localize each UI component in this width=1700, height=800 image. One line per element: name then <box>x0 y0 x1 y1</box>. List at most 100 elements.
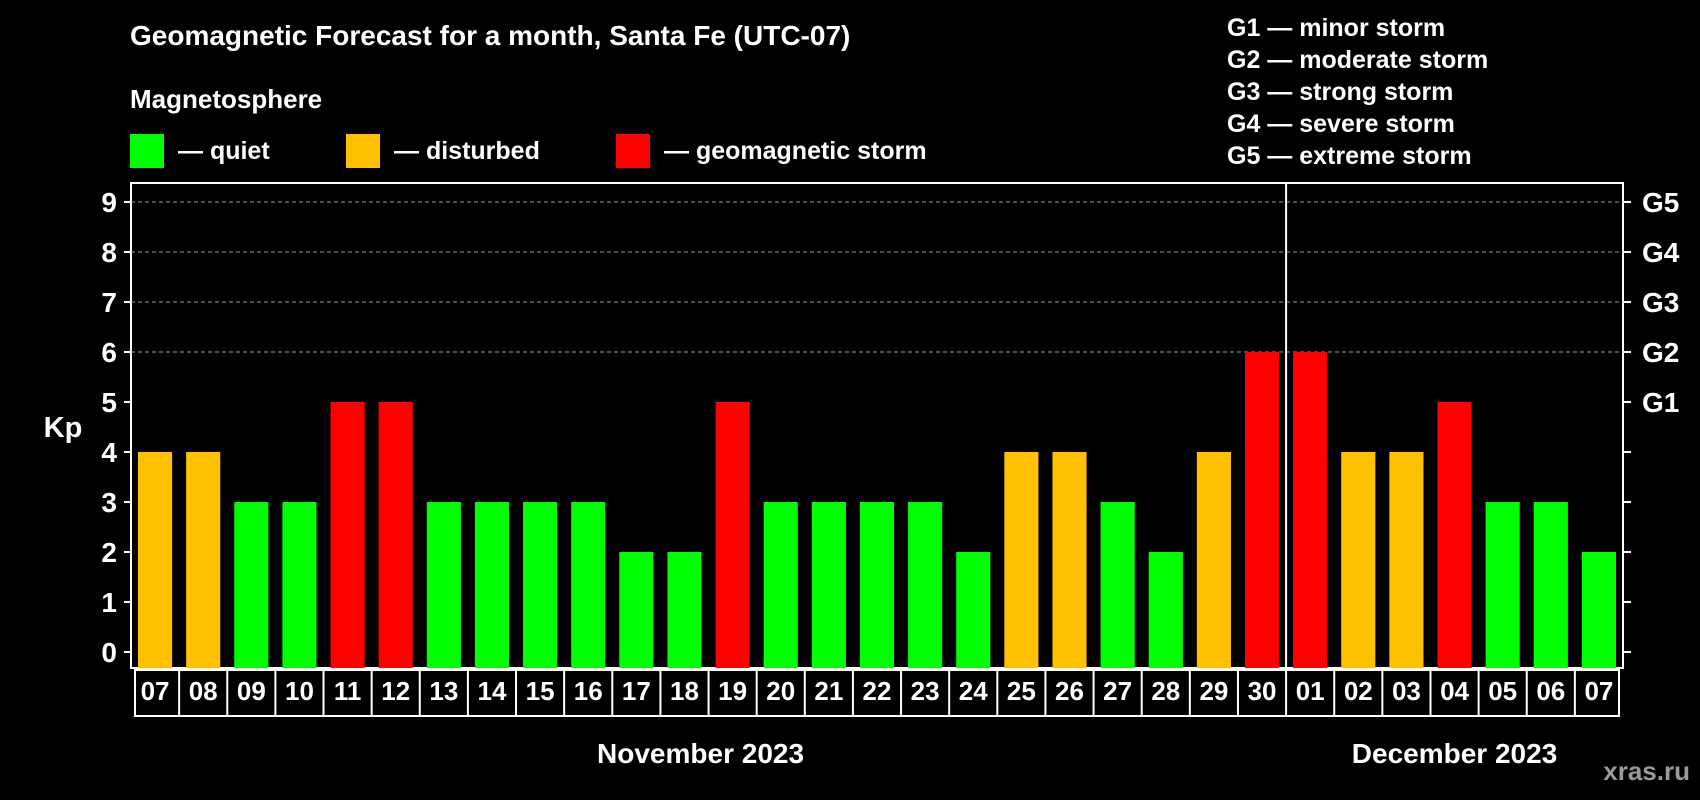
kp-bar <box>667 552 702 668</box>
y-tick-label: 3 <box>101 487 117 518</box>
kp-bar <box>282 502 317 668</box>
kp-bar <box>523 502 558 668</box>
kp-bar <box>811 502 846 668</box>
date-label: 08 <box>189 676 218 706</box>
y-tick-label: 0 <box>101 637 117 668</box>
kp-bar <box>1052 452 1087 668</box>
date-label: 01 <box>1296 676 1325 706</box>
date-label: 22 <box>863 676 892 706</box>
y-tick-label: 8 <box>101 237 117 268</box>
kp-bar <box>571 502 606 668</box>
y-tick-label: 9 <box>101 187 117 218</box>
storm-scale-g4: G4 — severe storm <box>1227 110 1455 138</box>
y-tick-label: 4 <box>101 437 117 468</box>
kp-bar <box>1533 502 1568 668</box>
right-axis-label: G3 <box>1642 287 1679 318</box>
date-label: 06 <box>1536 676 1565 706</box>
kp-bar <box>1437 402 1472 668</box>
y-axis-title: Kp <box>44 412 83 444</box>
date-label: 04 <box>1440 676 1469 706</box>
y-tick-label: 1 <box>101 587 117 618</box>
date-label: 17 <box>622 676 651 706</box>
right-axis-label: G4 <box>1642 237 1680 268</box>
kp-bar <box>763 502 798 668</box>
month-label: December 2023 <box>1352 738 1557 769</box>
date-label: 03 <box>1392 676 1421 706</box>
kp-bar <box>1485 502 1520 668</box>
date-label: 30 <box>1248 676 1277 706</box>
date-label: 19 <box>718 676 747 706</box>
kp-bar <box>330 402 365 668</box>
date-label: 10 <box>285 676 314 706</box>
y-tick-label: 6 <box>101 337 117 368</box>
date-label: 24 <box>959 676 988 706</box>
legend-quiet-swatch <box>130 134 164 168</box>
kp-bar <box>1100 502 1135 668</box>
date-label: 12 <box>381 676 410 706</box>
kp-bar <box>908 502 943 668</box>
kp-bar <box>474 502 510 668</box>
date-label: 21 <box>814 676 843 706</box>
date-label: 07 <box>1584 676 1613 706</box>
kp-bar <box>1341 452 1376 668</box>
date-label: 20 <box>766 676 795 706</box>
storm-scale-g3: G3 — strong storm <box>1227 78 1454 106</box>
kp-bar <box>1244 352 1280 668</box>
month-label: November 2023 <box>597 738 804 769</box>
kp-bar <box>1389 452 1424 668</box>
right-axis-label: G2 <box>1642 337 1679 368</box>
chart-title: Geomagnetic Forecast for a month, Santa … <box>130 20 851 51</box>
kp-bar <box>956 552 991 668</box>
storm-scale-legend: G1 — minor storm G2 — moderate storm G3 … <box>1227 12 1488 172</box>
date-label: 28 <box>1151 676 1180 706</box>
kp-bar <box>1581 552 1616 668</box>
date-label: 07 <box>141 676 170 706</box>
legend-quiet-text: — quiet <box>178 136 270 165</box>
kp-bar <box>426 502 461 668</box>
date-label: 18 <box>670 676 699 706</box>
date-label: 25 <box>1007 676 1036 706</box>
magnetosphere-label: Magnetosphere <box>130 84 323 114</box>
date-label: 29 <box>1199 676 1228 706</box>
date-label: 23 <box>911 676 940 706</box>
legend-storm-swatch <box>616 134 650 168</box>
kp-bar <box>186 452 221 668</box>
kp-bar <box>138 452 173 668</box>
date-label: 16 <box>574 676 603 706</box>
date-label: 11 <box>334 676 362 706</box>
kp-bar <box>619 552 654 668</box>
date-label: 02 <box>1344 676 1373 706</box>
date-label: 14 <box>478 676 507 706</box>
date-label: 27 <box>1103 676 1132 706</box>
kp-bar <box>234 502 269 668</box>
date-label: 09 <box>237 676 266 706</box>
legend-quiet: — quiet <box>130 134 270 168</box>
date-row-frame <box>134 669 1620 717</box>
date-label: 15 <box>526 676 555 706</box>
right-axis-label: G1 <box>1642 387 1679 418</box>
kp-bar <box>859 502 895 668</box>
date-label: 13 <box>429 676 458 706</box>
kp-bar <box>1148 552 1183 668</box>
kp-bar <box>1196 452 1231 668</box>
legend-storm: — geomagnetic storm <box>616 134 927 168</box>
kp-bar <box>715 402 750 668</box>
date-label: 05 <box>1488 676 1517 706</box>
legend-storm-text: — geomagnetic storm <box>664 136 927 165</box>
legend-disturbed-text: — disturbed <box>394 136 540 165</box>
right-axis-label: G5 <box>1642 187 1679 218</box>
y-tick-label: 5 <box>101 387 117 418</box>
storm-scale-g5: G5 — extreme storm <box>1227 142 1472 170</box>
kp-bar <box>1004 452 1039 668</box>
kp-bar <box>378 402 413 668</box>
legend-disturbed-swatch <box>346 134 380 168</box>
kp-bar <box>1293 352 1328 668</box>
legend-disturbed: — disturbed <box>346 134 540 168</box>
storm-scale-g1: G1 — minor storm <box>1227 14 1446 42</box>
storm-scale-g2: G2 — moderate storm <box>1227 46 1489 74</box>
date-label: 26 <box>1055 676 1084 706</box>
y-tick-label: 7 <box>101 287 117 318</box>
y-tick-label: 2 <box>101 537 117 568</box>
watermark: xras.ru <box>1603 756 1690 786</box>
